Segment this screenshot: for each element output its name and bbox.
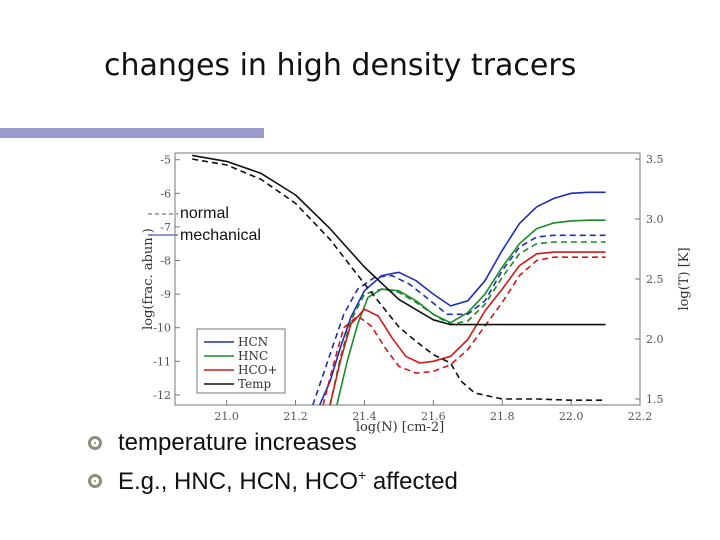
slide-title: changes in high density tracers [104,48,577,83]
legend-hcop-label: HCO+ [238,363,278,377]
x-tick-label: 21.4 [352,410,377,423]
bullet-superscript: + [358,466,367,483]
x-axis-label: log(N) [cm-2] [356,420,444,435]
series-hcop-mechanical [329,251,606,406]
bullet-item: temperature increases [88,424,458,462]
y2-tick-label: 2.0 [646,333,664,346]
legend-hnc-label: HNC [238,349,268,363]
y-tick-label: -11 [153,355,171,368]
bullet-circle-icon [88,474,102,488]
series-hcn-normal [312,234,606,406]
bullet-text: temperature increases [118,429,357,456]
abundance-temperature-chart: 21.0 21.2 21.4 21.6 21.8 22.0 22.2 -5 -6 -7 -8 -9 -1… [141,152,692,435]
series-hcop-normal [322,256,606,406]
y2-tick-label: 1.5 [646,393,664,406]
x-tick-label: 22.2 [628,410,653,423]
species-legend: HCN HNC HCO+ Temp [196,328,286,394]
bullet-text-tail: affected [366,467,458,495]
legend-mechanical-label: mechanical [180,227,261,244]
x-tick-label: 21.8 [490,410,515,423]
bullet-text-main: E.g., HNC, HCN, HCO [118,467,359,495]
series-hnc-mechanical [336,219,606,406]
y-axis-label: log(frac. abun.) [141,228,156,330]
y2-tick-label: 2.5 [646,273,664,286]
bullet-circle-icon [88,436,102,450]
legend-normal-label: normal [180,205,229,222]
series-temp-normal [192,158,606,401]
bullet-list: temperature increases E.g., HNC, HCN, HC… [88,424,458,500]
series-hcn-mechanical [318,191,606,406]
y-tick-label: -8 [160,255,171,268]
x-tick-label: 21.2 [283,410,308,423]
y2-tick-label: 3.5 [646,153,664,166]
y-tick-label: -12 [153,389,171,402]
y-tick-label: -6 [160,187,171,200]
legend-hcn-label: HCN [238,335,268,349]
y-tick-label: -5 [160,154,171,167]
series-temp-mechanical [192,154,606,326]
y-tick-label: -7 [160,221,171,234]
linestyle-legend: normal mechanical [148,205,261,244]
bullet-text: E.g., HNC, HCN, HCO+ affected [118,467,458,496]
x-tick-label: 21.6 [421,410,446,423]
x-tick-label: 21.0 [214,410,239,423]
y-tick-label: -9 [160,288,171,301]
bullet-item: E.g., HNC, HCN, HCO+ affected [88,462,458,500]
series-hnc-normal [329,241,606,406]
y2-tick-label: 3.0 [646,213,664,226]
title-accent-bar [0,128,264,138]
legend-temp-label: Temp [238,377,272,391]
x-tick-label: 22.0 [559,410,584,423]
species-legend-box [196,328,286,394]
y-tick-label: -10 [153,322,171,335]
y2-axis-label: log(T) [K] [677,247,692,310]
